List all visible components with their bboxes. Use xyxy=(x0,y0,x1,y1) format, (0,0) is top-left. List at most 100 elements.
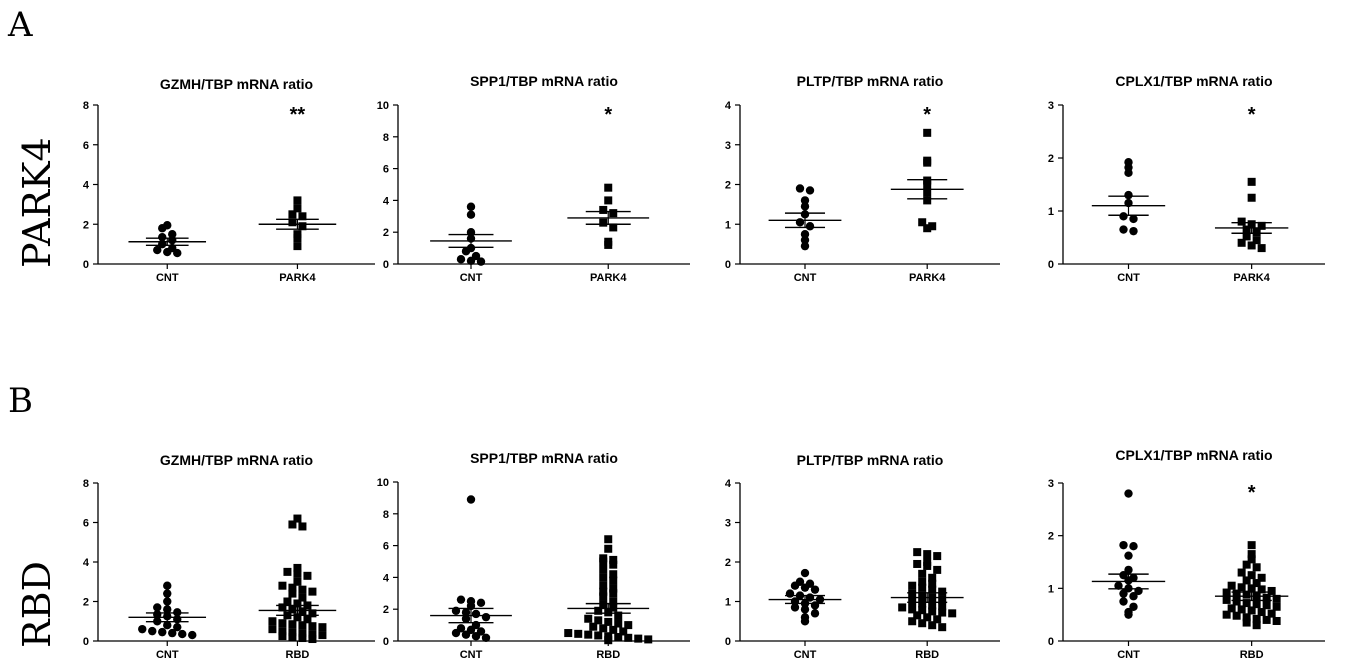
data-point xyxy=(148,626,157,636)
x-category-label: PARK4 xyxy=(279,272,316,284)
data-point xyxy=(303,615,312,624)
data-point xyxy=(1242,225,1251,234)
data-point xyxy=(163,589,172,598)
y-tick-label: 10 xyxy=(377,477,389,489)
data-point xyxy=(1247,193,1256,202)
y-tick-label: 4 xyxy=(83,557,90,569)
data-point xyxy=(168,235,177,245)
data-point xyxy=(599,592,608,601)
data-point xyxy=(466,210,476,219)
data-point xyxy=(644,635,653,644)
data-point xyxy=(599,581,608,590)
y-tick-label: 1 xyxy=(725,219,731,231)
data-point xyxy=(609,603,618,612)
data-point xyxy=(288,620,297,629)
data-point xyxy=(574,629,583,638)
data-point xyxy=(604,535,613,544)
data-point xyxy=(609,584,618,593)
data-point xyxy=(1247,177,1256,186)
y-tick-label: 1 xyxy=(1048,206,1054,218)
y-tick-label: 3 xyxy=(1048,478,1054,490)
y-tick-label: 0 xyxy=(1048,259,1054,271)
y-tick-label: 0 xyxy=(83,636,89,648)
data-point xyxy=(790,581,800,590)
data-point xyxy=(918,591,927,600)
data-point xyxy=(918,606,927,615)
data-point xyxy=(153,245,162,255)
chart-title: CPLX1/TBP mRNA ratio xyxy=(1115,73,1272,89)
data-point xyxy=(1119,540,1128,550)
data-point xyxy=(278,619,287,628)
data-point xyxy=(599,624,608,633)
data-point xyxy=(1247,606,1256,615)
data-point xyxy=(293,234,302,243)
data-point xyxy=(318,623,327,632)
y-tick-label: 4 xyxy=(383,195,390,207)
y-tick-label: 0 xyxy=(383,636,389,648)
data-point xyxy=(481,633,491,643)
data-point xyxy=(466,495,476,504)
significance-annotation: * xyxy=(1248,104,1256,126)
data-point xyxy=(298,585,307,594)
data-point xyxy=(1242,576,1251,585)
data-point xyxy=(898,603,907,612)
data-point xyxy=(188,630,197,640)
data-point xyxy=(908,597,917,606)
x-category-label: CNT xyxy=(156,649,179,661)
y-tick-label: 4 xyxy=(725,478,732,490)
data-point xyxy=(948,609,957,618)
data-point xyxy=(1129,542,1138,551)
data-point xyxy=(163,621,172,630)
data-point xyxy=(785,589,795,598)
data-point xyxy=(918,577,927,586)
data-point xyxy=(599,573,608,582)
data-point xyxy=(288,210,297,219)
data-point xyxy=(1119,570,1128,580)
y-tick-label: 3 xyxy=(725,518,731,530)
y-tick-label: 6 xyxy=(383,541,389,553)
significance-annotation: * xyxy=(923,104,931,126)
data-point xyxy=(168,628,177,638)
chart-7: PLTP/TBP mRNA ratio 0 1 2 3 4 CNT RBD xyxy=(725,452,1000,661)
data-point xyxy=(466,256,476,266)
y-tick-label: 8 xyxy=(83,100,89,112)
data-point xyxy=(1272,602,1281,611)
y-tick-label: 4 xyxy=(725,100,732,112)
data-point xyxy=(1129,602,1138,611)
data-point xyxy=(1119,589,1128,598)
data-point xyxy=(1267,586,1276,595)
data-point xyxy=(614,619,623,628)
x-category-label: PARK4 xyxy=(1233,272,1270,284)
data-point xyxy=(1124,489,1133,498)
data-point xyxy=(288,589,297,598)
data-point xyxy=(923,613,932,622)
data-point xyxy=(1242,599,1251,608)
data-point xyxy=(599,557,608,566)
chart-5: GZMH/TBP mRNA ratio 0 2 4 6 8 CNT RBD xyxy=(83,452,375,661)
x-category-label: PARK4 xyxy=(909,272,946,284)
data-point xyxy=(609,597,618,606)
data-point xyxy=(1252,236,1261,245)
y-tick-label: 2 xyxy=(383,604,389,616)
data-point xyxy=(293,204,302,213)
data-point xyxy=(790,603,800,612)
x-category-label: RBD xyxy=(915,649,939,661)
data-point xyxy=(1237,568,1246,577)
data-point xyxy=(584,630,593,639)
data-point xyxy=(298,522,307,531)
data-point xyxy=(800,202,810,211)
chart-title: GZMH/TBP mRNA ratio xyxy=(160,76,313,92)
data-point xyxy=(1262,615,1271,624)
data-point xyxy=(298,621,307,630)
data-point xyxy=(1242,618,1251,627)
data-point xyxy=(278,603,287,612)
data-point xyxy=(800,605,810,614)
data-point xyxy=(624,621,633,630)
data-point xyxy=(800,229,810,239)
data-point xyxy=(293,196,302,205)
data-point xyxy=(466,202,476,211)
data-point xyxy=(810,601,820,610)
data-point xyxy=(1242,232,1251,241)
data-point xyxy=(1262,593,1271,602)
chart-1: GZMH/TBP mRNA ratio 0 2 4 6 8 CNT PARK4 ** xyxy=(83,76,375,284)
